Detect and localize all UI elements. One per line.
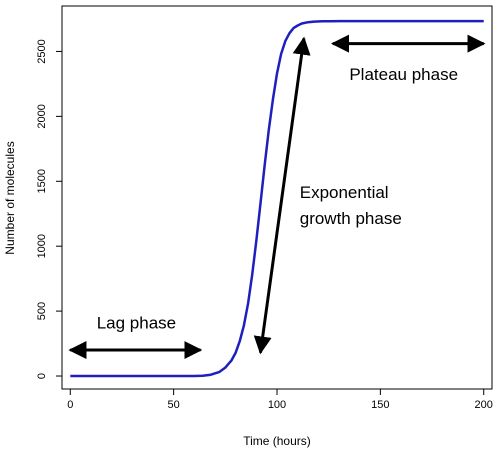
y-axis: 0 500 1000 1500 2000 2500 xyxy=(36,39,63,379)
y-tick-label: 1000 xyxy=(36,234,48,258)
y-tick-label: 0 xyxy=(36,373,48,379)
x-axis: 0 50 100 150 200 xyxy=(67,388,493,411)
y-tick-label: 500 xyxy=(36,302,48,320)
annotation-arrow xyxy=(253,36,311,355)
y-tick-label: 2000 xyxy=(36,104,48,128)
y-axis-label: Number of molecules xyxy=(3,141,17,254)
x-tick-label: 100 xyxy=(268,399,286,411)
x-tick-label: 0 xyxy=(67,399,73,411)
y-tick-label: 2500 xyxy=(36,39,48,63)
annotation-label: Exponential growth phase xyxy=(300,183,402,228)
annotations: Lag phase Exponential growth phase Plateau … xyxy=(68,34,486,360)
annotation-label-line: Plateau phase xyxy=(349,65,458,84)
annotation-label: Lag phase xyxy=(97,314,176,333)
x-tick-label: 150 xyxy=(371,399,389,411)
x-tick-label: 50 xyxy=(168,399,180,411)
x-tick-label: 200 xyxy=(475,399,493,411)
annotation-label-line: growth phase xyxy=(300,209,402,228)
annotation-label: Plateau phase xyxy=(349,65,458,84)
y-tick-label: 1500 xyxy=(36,169,48,193)
annotation-label-line: Exponential xyxy=(300,183,389,202)
x-axis-label: Time (hours) xyxy=(243,434,311,448)
annotation-label-line: Lag phase xyxy=(97,314,176,333)
